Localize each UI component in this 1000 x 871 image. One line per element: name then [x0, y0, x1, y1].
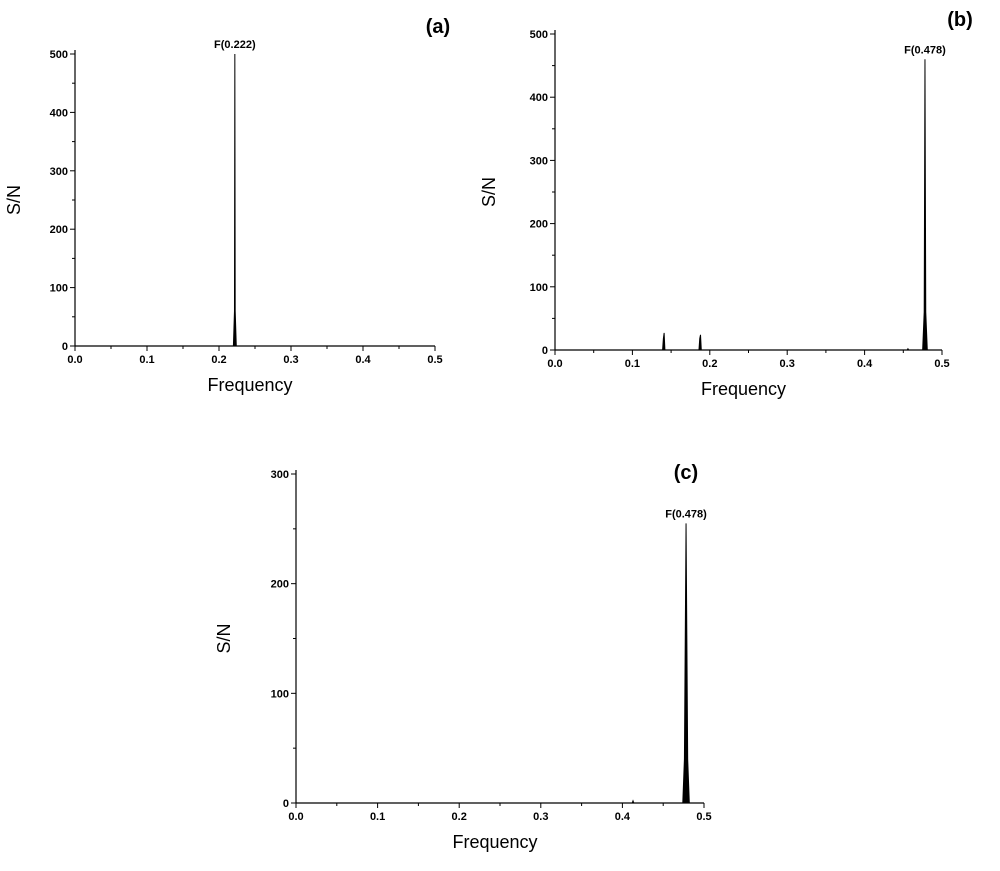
x-tick-label: 0.1	[625, 358, 640, 370]
chart-panel-3: 0.0 0.1 0.2 0.3 0.4 0.5 0 100 200 300 Frequency S/N…	[214, 462, 712, 852]
x-tick-label: 0.5	[427, 354, 442, 366]
y-axis-title: S/N	[4, 185, 24, 215]
x-tick-label: 0.4	[615, 811, 631, 823]
x-tick-label: 0.2	[702, 358, 717, 370]
series-line	[296, 523, 704, 804]
x-tick-label: 0.3	[780, 358, 795, 370]
peak-annotation: F(0.478)	[665, 508, 707, 520]
x-tick-label: 0.1	[139, 354, 154, 366]
x-axis-title: Frequency	[701, 379, 786, 399]
x-tick-label: 0.2	[452, 811, 467, 823]
y-tick-label: 100	[50, 283, 68, 295]
y-tick-label: 400	[50, 107, 68, 119]
peak-annotation: F(0.478)	[904, 44, 946, 56]
y-tick-label: 200	[50, 224, 68, 236]
y-tick-label: 300	[271, 469, 289, 481]
y-tick-label: 0	[542, 345, 548, 357]
x-axis-title: Frequency	[452, 832, 537, 852]
y-tick-label: 100	[271, 688, 289, 700]
y-axis-title: S/N	[479, 177, 499, 207]
series-line	[75, 53, 435, 347]
x-tick-label: 0.4	[857, 358, 873, 370]
y-tick-label: 0	[62, 341, 68, 353]
x-tick-label: 0.0	[547, 358, 562, 370]
y-tick-label: 300	[50, 166, 68, 178]
x-tick-label: 0.2	[211, 354, 226, 366]
x-tick-label: 0.5	[934, 358, 949, 370]
y-axis-title: S/N	[214, 623, 234, 653]
x-axis-title: Frequency	[207, 375, 292, 395]
x-tick-label: 0.5	[696, 811, 711, 823]
panel-label: (c)	[674, 462, 698, 484]
x-tick-label: 0.0	[288, 811, 303, 823]
y-tick-label: 300	[530, 155, 548, 167]
chart-panel-1: 0.0 0.1 0.2 0.3 0.4 0.5 0 100 200 300 400 500 Freque…	[4, 16, 450, 395]
chart-panel-2: 0.0 0.1 0.2 0.3 0.4 0.5 0 100 200 300 400 500 Freque…	[479, 9, 973, 399]
y-tick-label: 100	[530, 282, 548, 294]
x-tick-label: 0.3	[533, 811, 548, 823]
y-tick-label: 500	[530, 29, 548, 41]
panel-label: (a)	[426, 16, 450, 38]
y-tick-label: 200	[530, 219, 548, 231]
y-tick-label: 500	[50, 49, 68, 61]
y-tick-label: 200	[271, 579, 289, 591]
series-line	[555, 59, 942, 351]
panel-label: (b)	[947, 9, 973, 31]
y-tick-label: 0	[283, 798, 289, 810]
x-tick-label: 0.0	[67, 354, 82, 366]
x-tick-label: 0.4	[355, 354, 371, 366]
x-tick-label: 0.3	[283, 354, 298, 366]
x-tick-label: 0.1	[370, 811, 385, 823]
y-tick-label: 400	[530, 92, 548, 104]
peak-annotation: F(0.222)	[214, 39, 256, 51]
